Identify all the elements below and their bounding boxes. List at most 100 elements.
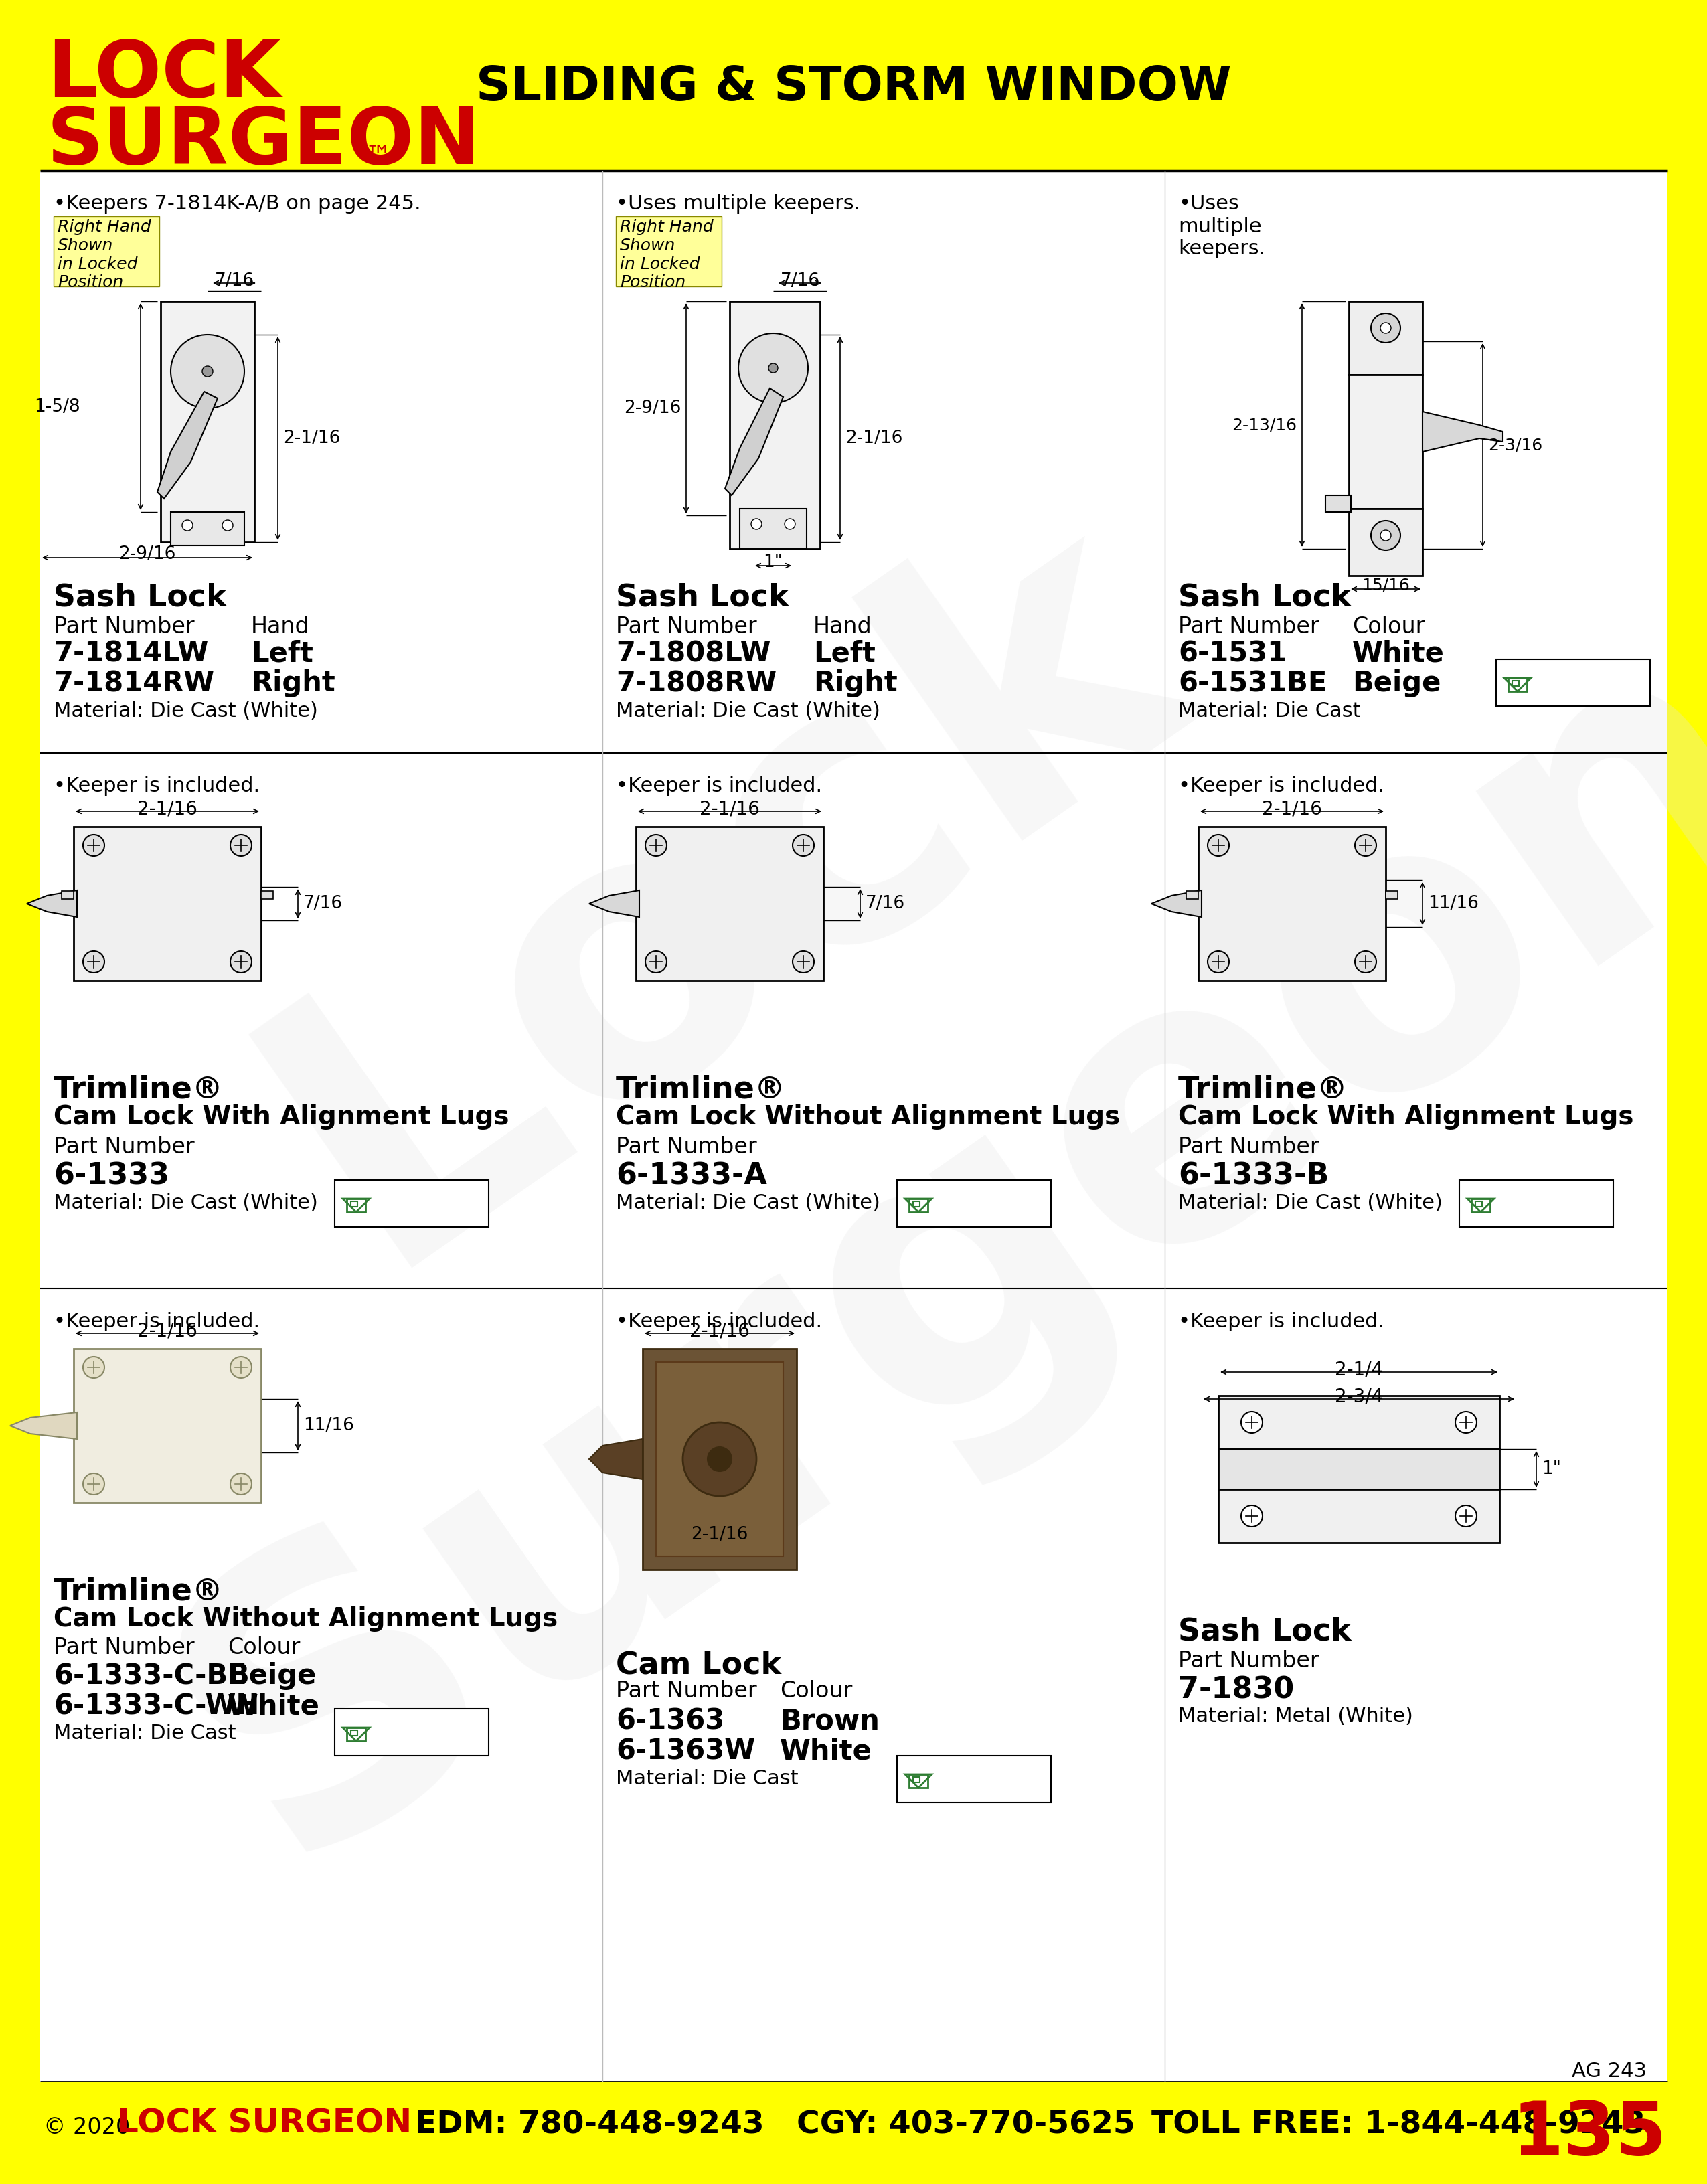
Text: •Keeper is included.: •Keeper is included. — [53, 1313, 259, 1332]
Circle shape — [230, 950, 251, 972]
Text: 6-1333-C-BE: 6-1333-C-BE — [53, 1662, 248, 1690]
Text: 2-1/16: 2-1/16 — [137, 1321, 198, 1341]
Text: 2-3/4: 2-3/4 — [1335, 1387, 1383, 1406]
Bar — [41, 170, 1666, 2081]
Text: Right Hand
Shown
in Locked
Position: Right Hand Shown in Locked Position — [620, 218, 714, 290]
Bar — [1325, 496, 1350, 511]
Text: Hand: Hand — [813, 616, 872, 638]
Circle shape — [230, 1356, 251, 1378]
Text: TRUTH: TRUTH — [934, 1771, 1011, 1789]
Text: Right: Right — [251, 668, 335, 697]
Text: 7/16: 7/16 — [780, 273, 819, 290]
Text: Left: Left — [813, 640, 876, 668]
Circle shape — [1371, 520, 1400, 550]
Bar — [1186, 891, 1198, 900]
Text: Material: Die Cast (White): Material: Die Cast (White) — [53, 701, 318, 721]
Text: Material: Die Cast (White): Material: Die Cast (White) — [1178, 1192, 1442, 1212]
Text: Cam Lock With Alignment Lugs: Cam Lock With Alignment Lugs — [53, 1105, 509, 1129]
Circle shape — [751, 520, 761, 529]
Circle shape — [739, 334, 807, 402]
Circle shape — [1456, 1505, 1477, 1527]
Polygon shape — [1422, 411, 1502, 452]
Text: Trimline®: Trimline® — [53, 1577, 224, 1607]
Text: 135: 135 — [1512, 2099, 1666, 2171]
Bar — [1349, 376, 1422, 509]
Text: 6-1531BE: 6-1531BE — [1178, 668, 1326, 697]
Bar — [61, 891, 73, 900]
Text: Material: Die Cast: Material: Die Cast — [616, 1769, 799, 1789]
Polygon shape — [589, 891, 640, 917]
Polygon shape — [157, 391, 217, 498]
Text: TRUTH: TRUTH — [934, 1195, 1011, 1214]
Text: SURGEON: SURGEON — [46, 105, 481, 181]
Text: •Keeper is included.: •Keeper is included. — [616, 778, 823, 795]
Circle shape — [792, 834, 814, 856]
Text: 7-1830: 7-1830 — [1178, 1675, 1294, 1704]
Circle shape — [1381, 531, 1391, 542]
Polygon shape — [1152, 891, 1202, 917]
Circle shape — [1371, 312, 1400, 343]
Text: Beige: Beige — [1352, 668, 1441, 697]
Text: Sash Lock: Sash Lock — [1178, 583, 1352, 612]
Circle shape — [645, 834, 667, 856]
Circle shape — [645, 950, 667, 972]
Bar — [0, 2081, 1707, 2184]
Bar — [1349, 509, 1422, 577]
Text: HARDWARE: HARDWARE — [1533, 690, 1642, 705]
Text: Material: Metal (White): Material: Metal (White) — [1178, 1706, 1413, 1725]
Bar — [1219, 1448, 1499, 1489]
Text: Cam Lock: Cam Lock — [616, 1649, 782, 1679]
Bar — [347, 1199, 365, 1212]
Text: Trimline®: Trimline® — [53, 1075, 224, 1105]
Text: •Keeper is included.: •Keeper is included. — [53, 778, 259, 795]
Text: •Keepers 7-1814K-A/B on page 245.: •Keepers 7-1814K-A/B on page 245. — [53, 194, 422, 214]
Bar — [616, 216, 722, 286]
Text: 6-1333-C-WH: 6-1333-C-WH — [53, 1693, 259, 1721]
Text: TRUTH: TRUTH — [372, 1723, 449, 1743]
Circle shape — [792, 950, 814, 972]
Text: Material: Die Cast: Material: Die Cast — [53, 1723, 236, 1743]
Text: 2-1/16: 2-1/16 — [845, 430, 903, 448]
Text: HARDWARE: HARDWARE — [934, 1787, 1043, 1802]
Text: 2-1/16: 2-1/16 — [1261, 799, 1321, 819]
Circle shape — [683, 1422, 756, 1496]
Text: Part Number: Part Number — [1178, 1136, 1320, 1158]
Circle shape — [1381, 323, 1391, 334]
Bar — [637, 826, 823, 981]
Bar — [655, 1363, 784, 1557]
Polygon shape — [10, 1413, 77, 1439]
Text: 6-1333-A: 6-1333-A — [616, 1162, 766, 1190]
Text: •Keeper is included.: •Keeper is included. — [1178, 1313, 1384, 1332]
Circle shape — [768, 363, 778, 373]
Circle shape — [1355, 834, 1376, 856]
Polygon shape — [725, 389, 784, 496]
Bar — [642, 1350, 797, 1570]
Circle shape — [84, 1356, 104, 1378]
Text: Material: Die Cast (White): Material: Die Cast (White) — [616, 1192, 881, 1212]
Text: 1": 1" — [763, 553, 784, 570]
Text: Part Number: Part Number — [616, 616, 756, 638]
Bar — [1459, 1179, 1613, 1227]
Bar — [896, 1179, 1052, 1227]
Text: 1-5/8: 1-5/8 — [34, 397, 80, 415]
Text: TRUTH: TRUTH — [372, 1195, 449, 1214]
Text: 7/16: 7/16 — [304, 895, 343, 913]
Text: 15/16: 15/16 — [1362, 577, 1410, 594]
Text: AG 243: AG 243 — [1572, 2062, 1647, 2081]
Bar — [171, 511, 244, 546]
Text: White: White — [780, 1736, 872, 1765]
Bar — [1512, 681, 1519, 686]
Text: 6-1531: 6-1531 — [1178, 640, 1287, 668]
Bar — [1219, 1489, 1499, 1542]
Circle shape — [1207, 834, 1229, 856]
Text: Part Number: Part Number — [1178, 616, 1320, 638]
Bar — [1386, 891, 1398, 900]
Bar — [1219, 1396, 1499, 1448]
Text: 7-1814RW: 7-1814RW — [53, 668, 215, 697]
Bar — [53, 216, 159, 286]
Text: Part Number: Part Number — [616, 1136, 756, 1158]
Text: •Keeper is included.: •Keeper is included. — [1178, 778, 1384, 795]
Circle shape — [171, 334, 244, 408]
Text: Part Number: Part Number — [616, 1679, 756, 1701]
Text: Sash Lock: Sash Lock — [53, 583, 227, 612]
